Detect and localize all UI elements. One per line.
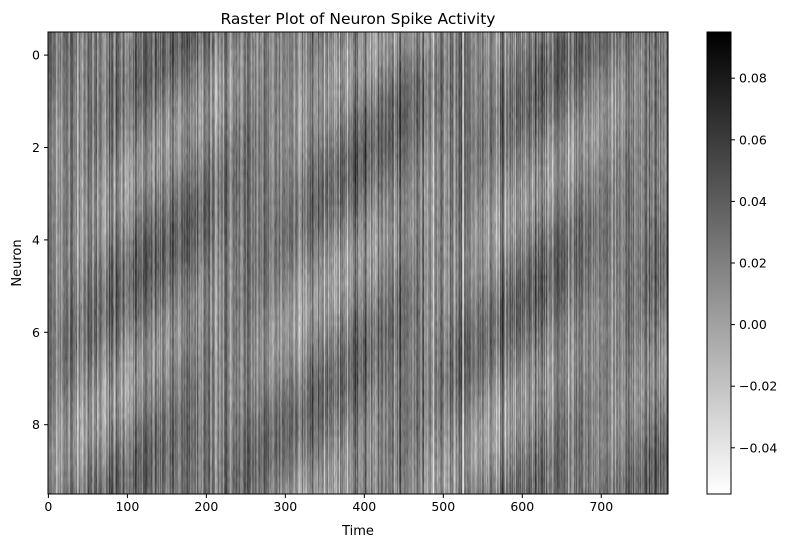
x-tick-label: 500 <box>431 499 455 514</box>
x-tick-label: 700 <box>589 499 613 514</box>
y-tick-label: 2 <box>32 140 40 155</box>
y-tick-label: 0 <box>32 48 40 63</box>
x-tick-label: 400 <box>352 499 376 514</box>
plot-frame <box>47 31 669 495</box>
colorbar-tick-label: −0.02 <box>739 379 777 394</box>
colorbar-tick-label: 0.04 <box>739 194 767 209</box>
colorbar-tick-label: 0.06 <box>739 132 767 147</box>
heatmap-image <box>48 32 668 494</box>
x-tick-label: 100 <box>115 499 139 514</box>
colorbar-ticks: −0.04 −0.02 0.00 0.02 0.04 0.06 0.08 <box>731 71 777 455</box>
colorbar: −0.04 −0.02 0.00 0.02 0.04 0.06 0.08 <box>706 31 777 495</box>
x-tick-label: 0 <box>44 499 52 514</box>
y-tick-label: 8 <box>32 417 40 432</box>
colorbar-tick-label: 0.08 <box>739 71 767 86</box>
y-axis: 0 2 4 6 8 <box>32 48 48 432</box>
x-tick-label: 600 <box>510 499 534 514</box>
heatmap-plot-area <box>48 32 668 494</box>
x-tick-label: 300 <box>273 499 297 514</box>
x-axis-label: Time <box>341 524 374 539</box>
chart-title: Raster Plot of Neuron Spike Activity <box>221 10 496 28</box>
colorbar-gradient <box>706 31 732 495</box>
x-axis: 0 100 200 300 400 500 600 700 <box>44 494 613 514</box>
y-axis-label: Neuron <box>10 239 25 286</box>
colorbar-tick-label: 0.02 <box>739 256 767 271</box>
y-tick-label: 4 <box>32 232 40 247</box>
y-tick-label: 6 <box>32 325 40 340</box>
colorbar-tick-label: −0.04 <box>739 440 777 455</box>
colorbar-tick-label: 0.00 <box>739 317 767 332</box>
x-tick-label: 200 <box>194 499 218 514</box>
